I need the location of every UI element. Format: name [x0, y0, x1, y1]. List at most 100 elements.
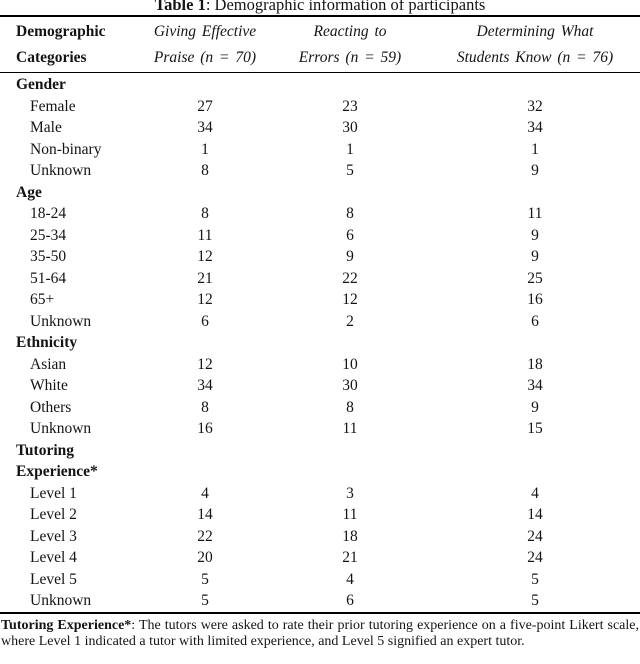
cell-value: 1: [201, 140, 209, 158]
cell-value: 5: [346, 162, 354, 179]
header-line: Determining What: [476, 23, 594, 40]
cell-value: 12: [197, 291, 213, 308]
header-line: Praise (n = 70): [153, 49, 257, 66]
header-determining-what-students-know: Determining What Students Know (n = 76): [430, 19, 640, 71]
cell-value: 25: [527, 269, 543, 287]
section-header-row: Age: [0, 182, 640, 204]
cell-value: 12: [197, 248, 213, 265]
table-row: Unknown 8 5 9: [0, 160, 640, 182]
cell-value: 11: [197, 226, 213, 244]
empty-cell: [270, 461, 430, 483]
section-header-row: Tutoring: [0, 440, 640, 462]
table-caption-text: : Demographic information of participant…: [205, 0, 486, 14]
table-row: Non-binary 1 1 1: [0, 139, 640, 161]
cell-value: 5: [201, 592, 209, 609]
cell-value: 27: [197, 97, 213, 115]
footnote-term: Tutoring Experience*: [1, 617, 132, 633]
cell-value: 9: [531, 162, 539, 179]
cell-value: 18: [342, 527, 358, 545]
section-name: Gender: [16, 76, 66, 93]
section-name: Experience*: [16, 463, 98, 480]
empty-cell: [140, 440, 270, 462]
section-name: Ethnicity: [16, 334, 78, 351]
empty-cell: [270, 332, 430, 354]
cell-value: 24: [527, 549, 543, 566]
empty-cell: [270, 182, 430, 204]
empty-cell: [430, 461, 640, 483]
table-row: Asian 12 10 18: [0, 354, 640, 376]
cell-value: 34: [197, 119, 213, 136]
table-row: 18-24 8 8 11: [0, 203, 640, 225]
section-header-row: Ethnicity: [0, 332, 640, 354]
header-line: Errors (n = 59): [298, 49, 402, 66]
empty-cell: [140, 74, 270, 96]
cell-value: 32: [527, 97, 543, 115]
cell-value: 34: [197, 377, 213, 394]
header-rule: [0, 72, 640, 73]
cell-value: 30: [342, 119, 358, 136]
row-label: Unknown: [30, 162, 92, 179]
table-row: Level 2 14 11 14: [0, 504, 640, 526]
table-footnote: Tutoring Experience*: The tutors were as…: [0, 614, 640, 651]
table-row: Male 34 30 34: [0, 117, 640, 139]
section-header-row: Gender: [0, 74, 640, 96]
header-line: Giving Effective: [153, 23, 257, 40]
header-line: Students Know (n = 76): [456, 49, 614, 66]
cell-value: 22: [197, 527, 213, 545]
cell-value: 16: [527, 291, 543, 308]
row-label: 65+: [30, 291, 55, 308]
header-line: Reacting to: [313, 23, 387, 40]
empty-cell: [430, 74, 640, 96]
cell-value: 12: [342, 291, 358, 308]
row-label: Level 3: [30, 527, 77, 545]
cell-value: 6: [531, 312, 539, 330]
row-label: 51-64: [30, 269, 67, 287]
cell-value: 6: [201, 312, 209, 330]
cell-value: 11: [527, 205, 543, 222]
header-line: Categories: [16, 49, 87, 66]
row-label: White: [30, 377, 68, 394]
cell-value: 6: [346, 226, 354, 244]
empty-cell: [430, 332, 640, 354]
table-caption: Table 1: Demographic information of part…: [0, 0, 640, 15]
header-reacting-to-errors: Reacting to Errors (n = 59): [270, 19, 430, 71]
footnote-text: : The tutors were asked to rate their pr…: [1, 617, 639, 650]
cell-value: 23: [342, 97, 358, 115]
table-caption-label: Table 1: [154, 0, 206, 14]
table-row: Others 8 8 9: [0, 397, 640, 419]
cell-value: 4: [346, 570, 354, 588]
cell-value: 9: [531, 248, 539, 265]
cell-value: 9: [531, 398, 539, 416]
cell-value: 5: [201, 570, 209, 588]
row-label: Unknown: [30, 312, 92, 330]
row-label: Level 1: [30, 484, 77, 502]
cell-value: 5: [531, 570, 539, 588]
cell-value: 24: [527, 527, 543, 545]
cell-value: 1: [346, 140, 354, 158]
cell-value: 9: [346, 248, 354, 265]
cell-value: 5: [531, 592, 539, 609]
section-name: Tutoring: [16, 441, 75, 459]
empty-cell: [140, 182, 270, 204]
cell-value: 22: [342, 269, 358, 287]
table-row: 25-34 11 6 9: [0, 225, 640, 247]
cell-value: 16: [197, 420, 213, 437]
row-label: Male: [30, 119, 62, 136]
section-header-row: Experience*: [0, 461, 640, 483]
cell-value: 6: [346, 592, 354, 609]
empty-cell: [270, 440, 430, 462]
empty-cell: [430, 440, 640, 462]
header-demographic-categories: Demographic Categories: [0, 19, 140, 71]
cell-value: 14: [197, 506, 213, 523]
cell-value: 2: [346, 312, 354, 330]
row-label: Level 2: [30, 506, 77, 523]
cell-value: 34: [527, 377, 543, 394]
table-row: Female 27 23 32: [0, 96, 640, 118]
table-header-row: Demographic Categories Giving Effective …: [0, 17, 640, 72]
cell-value: 15: [527, 420, 543, 437]
cell-value: 18: [527, 355, 543, 373]
row-label: Unknown: [30, 420, 92, 437]
cell-value: 8: [201, 205, 209, 222]
cell-value: 30: [342, 377, 358, 394]
row-label: Unknown: [30, 592, 92, 609]
